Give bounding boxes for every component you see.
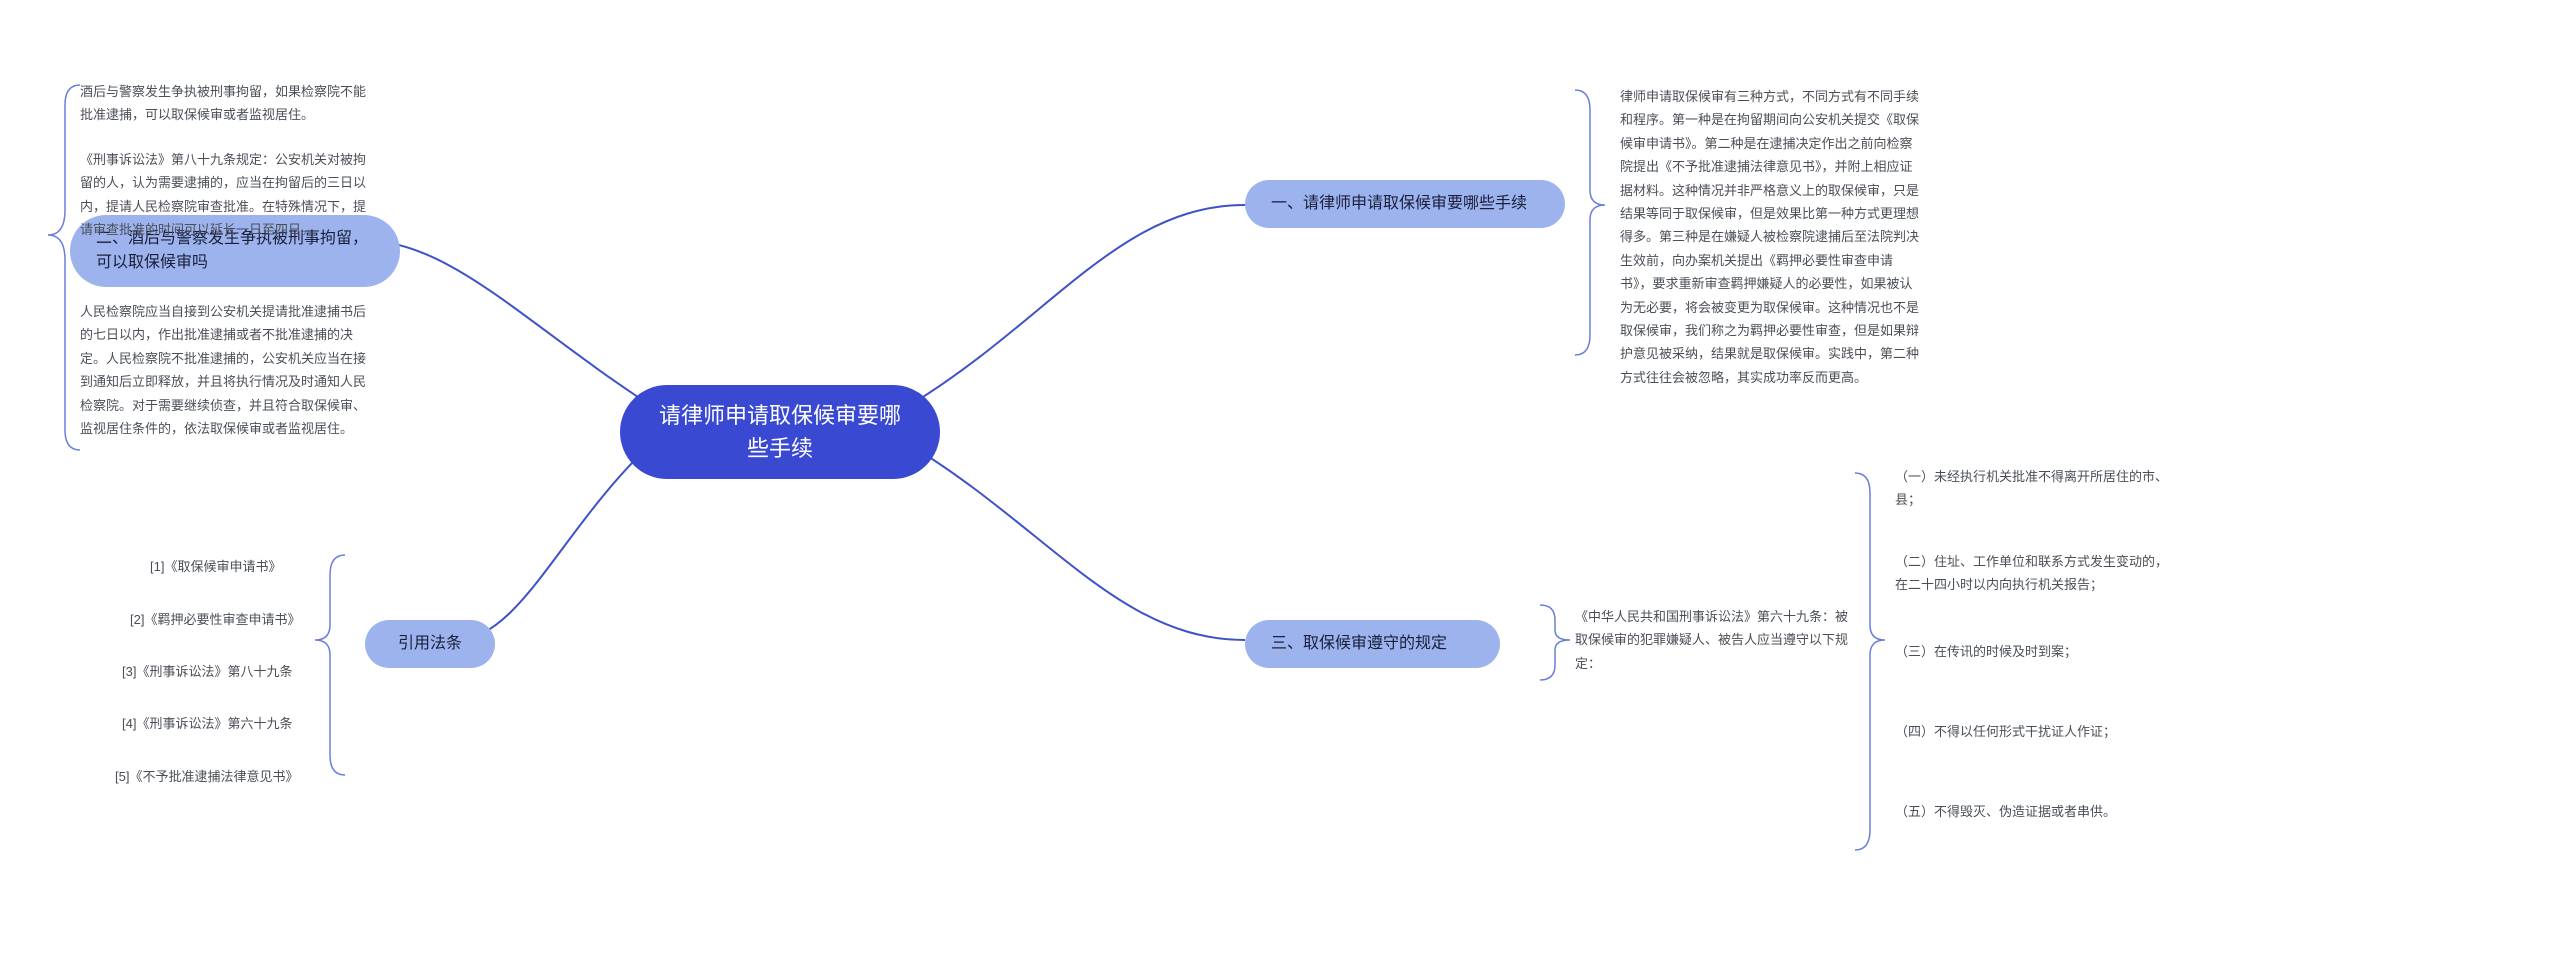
branch-1-leaf: 律师申请取保候审有三种方式，不同方式有不同手续和程序。第一种是在拘留期间向公安机…: [1620, 85, 1925, 389]
branch-2-leaf-0: 酒后与警察发生争执被刑事拘留，如果检察院不能批准逮捕，可以取保候审或者监视居住。: [80, 80, 375, 127]
branch-3-rule-2: （三）在传讯的时候及时到案；: [1895, 640, 2175, 663]
branch-4-ref-4: [5]《不予批准逮捕法律意见书》: [115, 765, 330, 788]
branch-3-rule-0: （一）未经执行机关批准不得离开所居住的市、县；: [1895, 465, 2175, 512]
branch-4-ref-1: [2]《羁押必要性审查申请书》: [130, 608, 330, 631]
branch-3: 三、取保候审遵守的规定: [1245, 620, 1500, 668]
branch-3-rule-1: （二）住址、工作单位和联系方式发生变动的，在二十四小时以内向执行机关报告；: [1895, 550, 2175, 597]
branch-4-ref-3: [4]《刑事诉讼法》第六十九条: [122, 712, 332, 735]
root-title: 请律师申请取保候审要哪些手续: [650, 399, 910, 465]
root-node: 请律师申请取保候审要哪些手续: [620, 385, 940, 479]
branch-1-label: 一、请律师申请取保候审要哪些手续: [1271, 192, 1527, 216]
branch-3-rule-3: （四）不得以任何形式干扰证人作证；: [1895, 720, 2175, 743]
branch-1: 一、请律师申请取保候审要哪些手续: [1245, 180, 1565, 228]
branch-2-leaf-2: 人民检察院应当自接到公安机关提请批准逮捕书后的七日以内，作出批准逮捕或者不批准逮…: [80, 300, 375, 440]
branch-3-rule-4: （五）不得毁灭、伪造证据或者串供。: [1895, 800, 2175, 823]
branch-4-label: 引用法条: [398, 632, 462, 656]
branch-4: 引用法条: [365, 620, 495, 668]
brace-b1: [0, 0, 2560, 965]
branch-3-sub: 《中华人民共和国刑事诉讼法》第六十九条：被取保候审的犯罪嫌疑人、被告人应当遵守以…: [1575, 605, 1850, 675]
branch-4-ref-0: [1]《取保候审申请书》: [150, 555, 350, 578]
connectors-svg: [0, 0, 2560, 965]
branch-3-label: 三、取保候审遵守的规定: [1271, 632, 1447, 656]
branch-2-leaf-1: 《刑事诉讼法》第八十九条规定：公安机关对被拘留的人，认为需要逮捕的，应当在拘留后…: [80, 148, 375, 242]
branch-4-ref-2: [3]《刑事诉讼法》第八十九条: [122, 660, 332, 683]
